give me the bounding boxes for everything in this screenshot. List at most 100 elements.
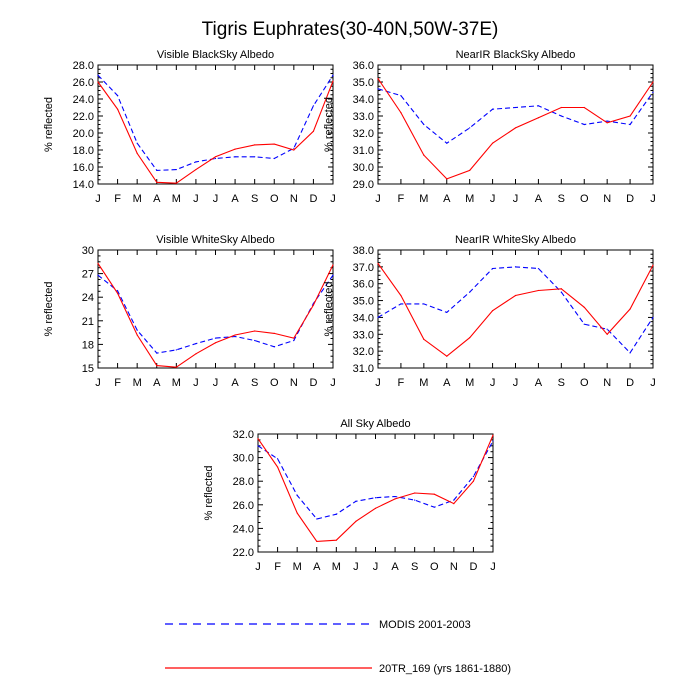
data-point-model	[433, 493, 435, 495]
data-point-model	[335, 539, 337, 541]
data-point-modis	[116, 290, 119, 292]
data-point-modis	[446, 142, 448, 144]
data-point-model	[377, 262, 379, 265]
data-point-modis	[273, 346, 275, 348]
y-tick-label: 31.0	[353, 363, 374, 375]
data-point-modis	[332, 274, 334, 276]
panel-1: Visible BlackSky Albedo % reflected 14.0 16…	[43, 49, 336, 205]
y-tick-label: 33.0	[353, 111, 374, 123]
x-tick-label: J	[373, 561, 379, 573]
series-line-model	[97, 263, 334, 368]
data-point-model	[276, 466, 279, 468]
data-point-model	[377, 78, 379, 80]
x-tick-label: M	[419, 377, 428, 389]
panel-5: All Sky Albedo % reflected 22.0 24.0 26.0 28.…	[203, 418, 496, 573]
series-line-modis	[97, 274, 334, 354]
y-tick-label: 18.0	[73, 145, 94, 157]
data-point-modis	[491, 267, 494, 270]
legend: MODIS 2001-2003 20TR_169 (yrs 1861-1880)	[165, 619, 511, 675]
data-point-modis	[560, 291, 562, 293]
y-tick-label: 30	[82, 245, 94, 257]
data-point-modis	[377, 316, 379, 319]
x-tick-label: J	[95, 377, 101, 389]
x-tick-label: N	[290, 193, 298, 205]
data-point-model	[175, 366, 177, 368]
x-tick-label: N	[450, 561, 458, 573]
x-tick-label: A	[443, 193, 451, 205]
data-point-model	[469, 169, 471, 171]
series-line-modis	[377, 88, 654, 144]
data-point-model	[537, 289, 540, 292]
x-tick-label: N	[603, 193, 611, 205]
data-point-modis	[560, 115, 562, 117]
series-line-modis	[377, 266, 654, 354]
data-point-model	[312, 130, 315, 132]
data-point-model	[491, 310, 494, 312]
x-tick-label: J	[255, 561, 261, 573]
data-point-model	[254, 330, 256, 332]
data-point-model	[446, 178, 448, 180]
x-tick-label: A	[153, 193, 161, 205]
x-tick-label: M	[419, 193, 428, 205]
data-point-model	[254, 144, 256, 146]
data-point-modis	[335, 513, 337, 515]
data-point-modis	[293, 147, 295, 149]
x-tick-label: M	[172, 193, 181, 205]
legend-model-label: 20TR_169 (yrs 1861-1880)	[379, 663, 511, 675]
legend-modis-label: MODIS 2001-2003	[379, 619, 471, 631]
x-tick-label: O	[580, 193, 589, 205]
y-tick-label: 36.0	[353, 279, 374, 291]
y-tick-label: 27	[82, 269, 94, 281]
panel-title: All Sky Albedo	[340, 418, 410, 430]
x-tick-label: J	[650, 193, 656, 205]
data-point-modis	[377, 88, 379, 90]
data-point-model	[400, 112, 402, 114]
x-tick-label: F	[274, 561, 281, 573]
x-tick-label: J	[213, 377, 219, 389]
data-point-modis	[472, 475, 475, 478]
data-point-model	[312, 304, 315, 306]
plot-frame	[257, 433, 494, 553]
data-point-modis	[355, 500, 357, 502]
data-point-modis	[257, 445, 259, 447]
x-tick-label: M	[293, 561, 302, 573]
data-point-model	[332, 264, 334, 266]
data-point-modis	[254, 339, 256, 342]
y-tick-label: 32.0	[233, 429, 254, 441]
x-tick-label: D	[626, 193, 634, 205]
series-line-model	[377, 263, 654, 357]
y-tick-label: 31.0	[353, 145, 374, 157]
x-tick-label: M	[133, 193, 142, 205]
data-point-model	[394, 498, 396, 500]
x-tick-label: A	[391, 561, 399, 573]
data-point-modis	[469, 291, 471, 293]
x-tick-label: J	[490, 377, 496, 389]
x-tick-label: J	[513, 193, 519, 205]
x-tick-label: J	[353, 561, 359, 573]
y-tick-label: 16.0	[73, 162, 94, 174]
data-point-model	[97, 262, 99, 264]
x-tick-label: A	[231, 193, 239, 205]
y-tick-label: 29.0	[353, 179, 374, 191]
x-tick-label: D	[309, 377, 317, 389]
data-point-model	[97, 81, 99, 83]
data-point-modis	[514, 106, 517, 109]
series-line-modis	[257, 440, 494, 520]
y-tick-label: 30.0	[233, 453, 254, 465]
data-point-modis	[374, 497, 377, 499]
y-tick-label: 26.0	[73, 77, 94, 89]
data-point-modis	[423, 303, 425, 305]
data-point-modis	[234, 156, 236, 158]
y-axis-label: % reflected	[43, 281, 55, 336]
x-tick-label: N	[290, 377, 298, 389]
y-tick-label: 24.0	[233, 523, 254, 535]
data-point-model	[652, 81, 654, 83]
data-point-modis	[316, 518, 318, 520]
data-point-model	[491, 142, 494, 144]
y-tick-label: 21	[82, 316, 94, 328]
x-tick-label: J	[330, 377, 336, 389]
data-point-modis	[423, 123, 425, 126]
data-point-model	[257, 438, 259, 440]
y-tick-label: 30.0	[353, 162, 374, 174]
plot-frame	[377, 64, 654, 185]
